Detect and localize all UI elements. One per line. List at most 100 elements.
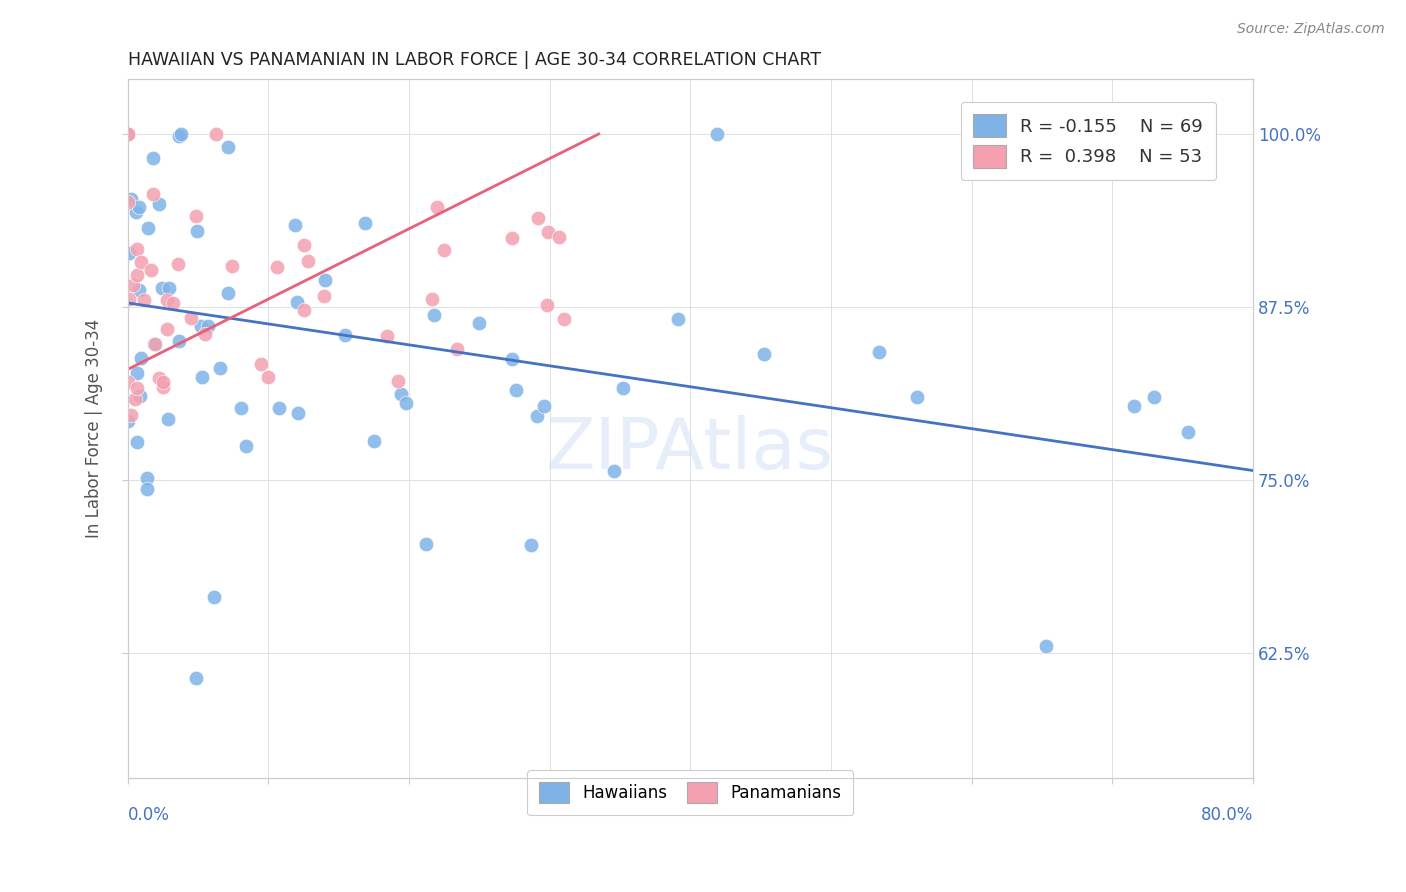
Point [284,219,307,233]
Point [186,209,208,223]
Point [148,197,170,211]
Point [501,351,523,366]
Point [204,127,226,141]
Point [117,413,139,427]
Text: Source: ZipAtlas.com: Source: ZipAtlas.com [1237,22,1385,37]
Point [229,401,252,415]
Point [1156,127,1178,141]
Point [387,374,409,388]
Point [132,293,155,307]
Point [420,292,443,306]
Text: HAWAIIAN VS PANAMANIAN IN LABOR FORCE | AGE 30-34 CORRELATION CHART: HAWAIIAN VS PANAMANIAN IN LABOR FORCE | … [128,51,821,69]
Point [180,310,202,325]
Point [117,127,139,141]
Legend: Hawaiians, Panamanians: Hawaiians, Panamanians [527,771,853,815]
Point [122,278,145,293]
Point [190,369,212,384]
Point [125,268,148,283]
Point [250,357,273,371]
Point [194,327,217,342]
Point [208,360,231,375]
Point [117,375,139,389]
Point [117,127,139,141]
Text: ZIPAtlas: ZIPAtlas [546,415,834,483]
Point [156,293,179,307]
Point [446,343,468,357]
Point [120,408,142,422]
Point [117,127,139,141]
Point [505,383,527,397]
Point [527,211,550,226]
Point [285,294,308,309]
Point [148,371,170,385]
Point [533,399,555,413]
Point [118,292,141,306]
Point [202,590,225,604]
Point [117,127,139,141]
Point [287,406,309,420]
Point [905,391,928,405]
Point [129,389,152,403]
Point [117,127,139,141]
Point [520,538,543,552]
Point [136,483,159,497]
Point [868,344,890,359]
Point [128,283,150,297]
Point [117,127,139,141]
Point [218,140,240,154]
Point [426,200,449,214]
Point [666,311,689,326]
Point [297,253,319,268]
Point [235,439,257,453]
Point [294,237,316,252]
Point [167,129,190,144]
Point [375,329,398,343]
Point [117,127,139,141]
Point [152,375,174,389]
Point [468,316,491,330]
Point [141,262,163,277]
Point [167,257,190,271]
Point [197,319,219,334]
Point [136,221,159,235]
Point [314,272,336,286]
Point [267,401,290,416]
Point [190,319,212,334]
Point [152,380,174,394]
Point [117,127,139,141]
Point [117,194,139,209]
Y-axis label: In Labor Force | Age 30-34: In Labor Force | Age 30-34 [86,318,103,538]
Point [1035,639,1057,653]
Point [1177,425,1199,439]
Point [221,260,243,274]
Point [548,229,571,244]
Point [143,336,166,351]
Point [169,334,191,348]
Point [129,351,152,365]
Point [389,387,412,401]
Point [415,536,437,550]
Point [143,336,166,351]
Point [127,367,149,381]
Point [156,322,179,336]
Point [124,392,146,406]
Point [186,223,208,237]
Point [217,286,239,301]
Point [127,380,149,394]
Point [526,409,548,423]
Point [117,127,139,141]
Point [423,309,446,323]
Point [117,127,139,141]
Point [142,187,165,202]
Point [536,298,558,312]
Point [127,435,149,450]
Point [752,347,775,361]
Point [127,242,149,256]
Point [157,412,180,426]
Point [333,328,356,343]
Point [432,243,454,257]
Point [314,288,336,302]
Point [117,127,139,141]
Point [150,281,173,295]
Point [612,381,634,395]
